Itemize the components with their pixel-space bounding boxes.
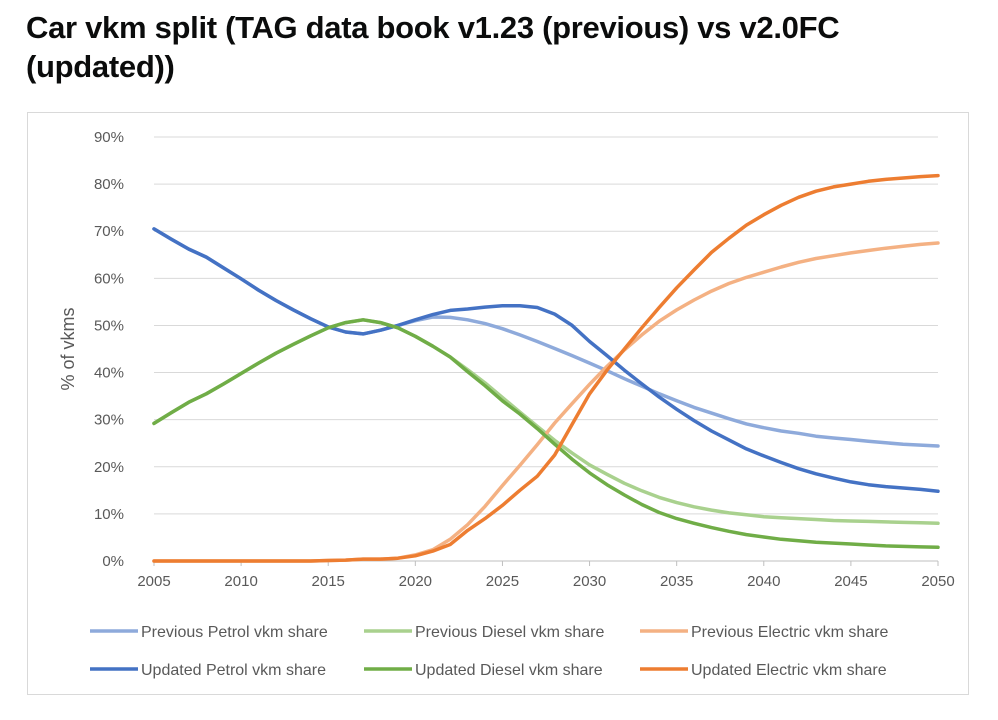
legend-label: Previous Electric vkm share — [691, 624, 888, 641]
legend-label: Previous Petrol vkm share — [141, 624, 328, 641]
legend-item: Previous Electric vkm share — [640, 624, 888, 641]
y-tick-label: 0% — [102, 553, 124, 570]
line-chart: 2005 2010 2015 2020 2025 2030 2035 2040 2045 2050… — [58, 129, 955, 679]
legend-label: Previous Diesel vkm share — [415, 624, 605, 641]
x-axis: 2005 2010 2015 2020 2025 2030 2035 2040 2045 2050 — [137, 561, 955, 590]
chart-frame: 2005 2010 2015 2020 2025 2030 2035 2040 2045 2050… — [27, 112, 969, 695]
legend: Previous Petrol vkm share Previous Diesel… — [90, 624, 888, 679]
x-tick-label: 2025 — [486, 573, 519, 590]
series-line-2 — [152, 318, 940, 526]
series-lines — [152, 173, 940, 563]
series-line-3 — [152, 241, 940, 563]
gridlines — [154, 136, 938, 562]
page-title: Car vkm split (TAG data book v1.23 (prev… — [26, 10, 840, 84]
series-line-5 — [152, 318, 940, 550]
x-tick-label: 2035 — [660, 573, 693, 590]
y-tick-label: 10% — [94, 506, 124, 523]
x-tick-label: 2040 — [747, 573, 780, 590]
y-axis: 0% 10% 20% 30% 40% 50% 60% 70% 80% 90% — [94, 129, 124, 570]
x-tick-label: 2050 — [921, 573, 954, 590]
y-axis-label: % of vkms — [58, 307, 78, 390]
series-line-6 — [152, 173, 940, 563]
legend-label: Updated Diesel vkm share — [415, 662, 603, 679]
series-line-4 — [152, 227, 940, 494]
y-tick-label: 60% — [94, 270, 124, 287]
legend-item: Updated Petrol vkm share — [90, 662, 326, 679]
legend-item: Previous Diesel vkm share — [364, 624, 605, 641]
y-tick-label: 80% — [94, 176, 124, 193]
legend-item: Updated Electric vkm share — [640, 662, 887, 679]
x-tick-label: 2005 — [137, 573, 170, 590]
y-tick-label: 70% — [94, 223, 124, 240]
x-tick-label: 2045 — [834, 573, 867, 590]
y-tick-label: 20% — [94, 459, 124, 476]
y-tick-label: 30% — [94, 412, 124, 429]
y-tick-label: 50% — [94, 317, 124, 334]
legend-label: Updated Petrol vkm share — [141, 662, 326, 679]
x-tick-label: 2020 — [399, 573, 432, 590]
x-tick-label: 2030 — [573, 573, 606, 590]
series-line-1 — [152, 227, 940, 448]
legend-item: Updated Diesel vkm share — [364, 662, 603, 679]
y-tick-label: 40% — [94, 365, 124, 382]
y-tick-label: 90% — [94, 129, 124, 146]
legend-item: Previous Petrol vkm share — [90, 624, 328, 641]
x-tick-label: 2015 — [312, 573, 345, 590]
legend-label: Updated Electric vkm share — [691, 662, 887, 679]
x-tick-label: 2010 — [224, 573, 257, 590]
